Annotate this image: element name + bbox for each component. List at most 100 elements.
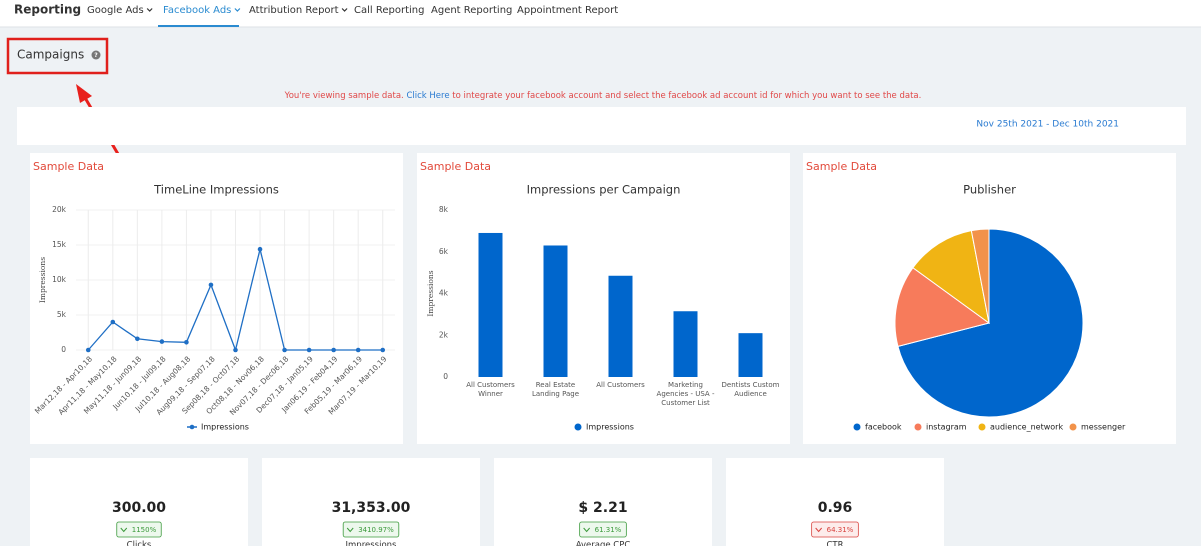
x-tick-label-box: All Customers Winner <box>466 381 515 398</box>
data-point <box>110 319 116 325</box>
kpi-badge-box <box>579 521 627 538</box>
help-icon[interactable] <box>91 50 101 60</box>
arrow-head <box>76 84 92 103</box>
bar <box>608 275 633 377</box>
kpi-change: 64.31% <box>827 526 854 534</box>
nav-item[interactable]: Call Reporting <box>354 5 424 16</box>
kpi-change: 61.31% <box>595 526 622 534</box>
notice-link[interactable]: Click Here <box>406 91 449 101</box>
legend-swatch <box>978 423 986 431</box>
nav-item[interactable]: Google Ads <box>87 5 144 16</box>
kpi-change-badge: 1150% <box>116 521 162 538</box>
kpi-label: Clicks <box>127 541 152 546</box>
kpi-value: 31,353.00 <box>332 500 411 516</box>
kpi-value: 300.00 <box>112 500 166 516</box>
data-point <box>159 339 165 344</box>
kpi-change-badge: 64.31% <box>811 521 859 538</box>
nav-active-underline <box>158 25 239 27</box>
kpi-value: 0.96 <box>818 500 853 516</box>
y-tick-label: 6k <box>439 247 449 256</box>
legend-swatch <box>853 423 861 431</box>
legend-label[interactable]: messenger <box>1081 423 1126 432</box>
kpi-chevron <box>583 527 591 533</box>
nav-chevron <box>234 8 241 12</box>
nav-bar <box>0 0 1201 27</box>
y-tick-label: 0 <box>61 345 66 354</box>
date-range[interactable]: Nov 25th 2021 - Dec 10th 2021 <box>976 120 1119 130</box>
chart-title: Publisher <box>963 183 1016 197</box>
kpi-label: Impressions <box>346 541 398 546</box>
pie-slice <box>894 267 991 347</box>
sample-notice: You're viewing sample data. Click Here t… <box>284 91 922 101</box>
data-point <box>135 336 140 342</box>
legend-swatch <box>574 423 582 431</box>
legend-label[interactable]: instagram <box>926 423 967 432</box>
kpi-change: 1150% <box>132 526 157 534</box>
nav-chevron <box>146 8 153 12</box>
x-tick-label-box: Marketing Agencies - USA - Customer List <box>656 381 715 407</box>
kpi-change-badge: 61.31% <box>579 521 627 538</box>
legend-label[interactable]: facebook <box>865 423 902 432</box>
y-tick-label: 4k <box>439 289 449 298</box>
legend-label[interactable]: audience_network <box>990 423 1063 432</box>
data-point <box>282 347 287 353</box>
kpi-change: 3410.97% <box>358 526 394 534</box>
legend-swatch <box>914 423 922 431</box>
y-tick-label: 15k <box>52 240 67 249</box>
bar <box>738 333 763 377</box>
data-point <box>380 347 386 353</box>
kpi-badge-box <box>116 521 162 538</box>
kpi-change-badge: 3410.97% <box>342 521 400 538</box>
y-axis-label: Impressions <box>426 270 435 316</box>
data-point <box>208 282 214 288</box>
nav-item[interactable]: Appointment Report <box>517 5 618 16</box>
chart-title: TimeLine Impressions <box>153 183 279 197</box>
nav-item[interactable]: Facebook Ads <box>163 5 231 16</box>
date-panel <box>17 107 1186 145</box>
legend-label[interactable]: Impressions <box>586 423 634 432</box>
notice-text: to integrate your facebook account and s… <box>452 91 921 101</box>
x-tick-label-box: Real Estate Landing Page <box>532 381 579 398</box>
data-point <box>355 347 361 353</box>
nav-item[interactable]: Attribution Report <box>249 5 339 16</box>
bar <box>543 245 568 377</box>
data-point <box>184 340 189 345</box>
y-tick-label: 10k <box>52 275 67 284</box>
legend-swatch <box>189 424 195 430</box>
data-point <box>85 347 91 353</box>
notice-text: You're viewing sample data. <box>284 91 404 101</box>
x-tick-label: All Customers Winner <box>466 381 515 398</box>
data-point <box>233 347 238 353</box>
bar <box>478 232 503 377</box>
pie-slice <box>970 228 990 324</box>
nav-item[interactable]: Agent Reporting <box>431 5 512 16</box>
kpi-chevron <box>346 527 354 533</box>
legend-swatch <box>1069 423 1077 431</box>
kpi-badge-box <box>342 521 400 538</box>
kpi-label: Average CPC <box>576 541 631 546</box>
legend-label[interactable]: Impressions <box>201 423 249 432</box>
chart-title: Impressions per Campaign <box>527 183 681 197</box>
pie-slice <box>912 230 990 325</box>
help-icon-glyph: ? <box>94 52 98 59</box>
brand: Reporting <box>14 3 81 17</box>
x-tick-label: Marketing Agencies - USA - Customer List <box>656 381 715 407</box>
x-tick-label: All Customers <box>596 381 645 389</box>
x-tick-label-box: Dentists Custom Audience <box>721 381 780 398</box>
data-point <box>306 347 312 353</box>
sample-label: Sample Data <box>420 160 491 173</box>
kpi-label: CTR <box>826 541 843 546</box>
kpi-chevron <box>120 527 128 533</box>
data-point <box>331 347 336 353</box>
y-tick-label: 20k <box>52 205 67 214</box>
y-tick-label: 0 <box>443 372 448 381</box>
data-point <box>257 246 263 252</box>
pie-slice <box>897 228 1084 418</box>
x-tick-label: Dentists Custom Audience <box>721 381 780 398</box>
kpi-value: $ 2.21 <box>578 500 627 516</box>
sample-label: Sample Data <box>806 160 877 173</box>
page-title: Campaigns <box>17 48 84 62</box>
x-tick-label-box: All Customers <box>596 381 645 389</box>
bar <box>673 311 698 377</box>
